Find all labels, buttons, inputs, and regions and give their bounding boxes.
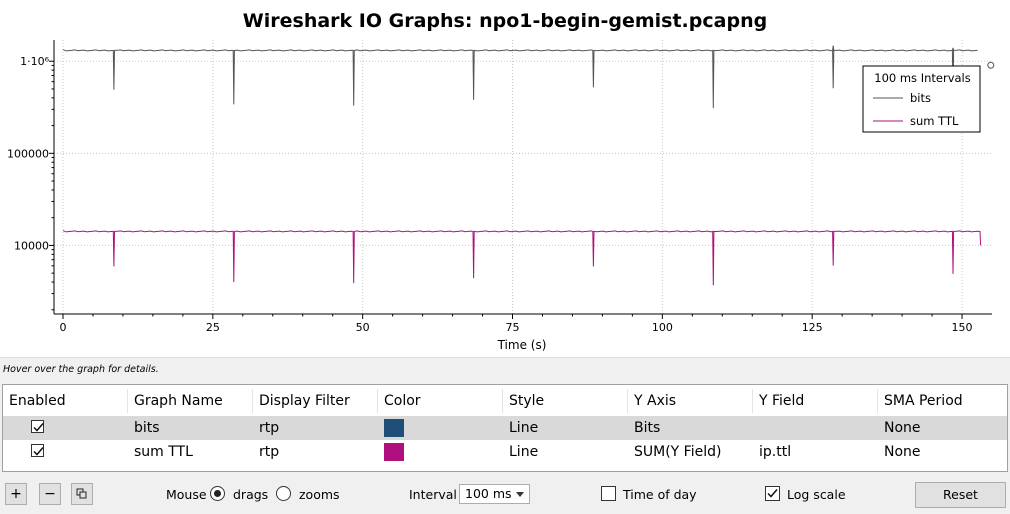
y-tick-label: 10000 — [14, 239, 49, 252]
log-scale-checkbox[interactable] — [765, 486, 780, 501]
graph-name-cell[interactable]: sum TTL — [134, 444, 193, 460]
y-axis-cell[interactable]: SUM(Y Field) — [634, 444, 722, 460]
x-tick-label: 75 — [506, 321, 520, 334]
check-icon — [33, 423, 44, 432]
header-color: Color — [378, 389, 503, 413]
legend-box — [862, 65, 981, 133]
interval-select[interactable]: 100 ms — [459, 484, 530, 504]
header-display-filter: Display Filter — [253, 389, 378, 413]
display-filter-cell[interactable]: rtp — [259, 444, 280, 460]
color-swatch[interactable] — [384, 443, 404, 461]
graph-name-cell[interactable]: bits — [134, 420, 160, 436]
display-filter-cell[interactable]: rtp — [259, 420, 280, 436]
add-graph-button[interactable]: + — [5, 483, 27, 505]
series-line-sum-ttl — [62, 230, 982, 286]
io-graph-panel[interactable]: Wireshark IO Graphs: npo1-begin-gemist.p… — [0, 0, 1010, 358]
color-swatch[interactable] — [384, 419, 404, 437]
chevron-down-icon — [516, 492, 524, 497]
table-row[interactable]: bits rtp Line Bits None — [3, 416, 1007, 440]
y-tick-label: 1·10⁶ — [20, 55, 49, 68]
x-tick-label: 150 — [952, 321, 973, 334]
copy-icon — [76, 488, 87, 499]
sma-period-cell[interactable]: None — [884, 420, 921, 436]
copy-graph-button[interactable] — [71, 483, 93, 505]
interval-label: Interval — [409, 487, 457, 502]
y-axis-cell[interactable]: Bits — [634, 420, 661, 436]
legend-entry: sum TTL — [910, 114, 959, 128]
remove-graph-button[interactable]: − — [39, 483, 61, 505]
zooms-label[interactable]: zooms — [299, 487, 340, 502]
header-y-axis: Y Axis — [628, 389, 753, 413]
x-tick-label: 25 — [206, 321, 220, 334]
hover-hint: Hover over the graph for details. — [3, 364, 159, 375]
legend-title: 100 ms Intervals — [874, 71, 971, 85]
time-of-day-label[interactable]: Time of day — [623, 487, 697, 502]
zooms-radio[interactable] — [276, 486, 291, 501]
check-icon — [767, 489, 778, 498]
header-y-field: Y Field — [753, 389, 878, 413]
chart-title: Wireshark IO Graphs: npo1-begin-gemist.p… — [243, 10, 767, 32]
io-graph-chart[interactable]: Wireshark IO Graphs: npo1-begin-gemist.p… — [0, 0, 1010, 357]
check-icon — [33, 447, 44, 456]
header-enabled: Enabled — [3, 389, 128, 413]
bottom-toolbar: + − Mouse drags zooms Interval 100 ms Ti… — [0, 478, 1010, 514]
header-style: Style — [503, 389, 628, 413]
drags-label[interactable]: drags — [233, 487, 269, 502]
series-line-bits — [62, 45, 978, 109]
series-end-marker — [987, 61, 995, 69]
header-sma-period: SMA Period — [884, 393, 963, 409]
log-scale-label[interactable]: Log scale — [787, 487, 846, 502]
drags-radio[interactable] — [210, 486, 225, 501]
y-field-cell[interactable]: ip.ttl — [759, 444, 792, 460]
time-of-day-checkbox[interactable] — [601, 486, 616, 501]
x-tick-label: 125 — [802, 321, 823, 334]
enabled-checkbox[interactable] — [31, 444, 44, 457]
table-row[interactable]: sum TTL rtp Line SUM(Y Field) ip.ttl Non… — [3, 440, 1007, 464]
enabled-checkbox[interactable] — [31, 420, 44, 433]
interval-value: 100 ms — [465, 486, 512, 501]
graph-table[interactable]: Enabled Graph Name Display Filter Color … — [2, 384, 1008, 472]
x-tick-label: 100 — [652, 321, 673, 334]
style-cell[interactable]: Line — [509, 444, 539, 460]
x-axis-label: Time (s) — [497, 338, 547, 352]
x-tick-label: 0 — [59, 321, 66, 334]
reset-button[interactable]: Reset — [915, 482, 1006, 508]
header-graph-name: Graph Name — [128, 389, 253, 413]
x-tick-label: 50 — [356, 321, 370, 334]
legend-entry: bits — [910, 91, 931, 105]
mouse-label: Mouse — [166, 487, 207, 502]
y-tick-label: 100000 — [7, 147, 49, 160]
sma-period-cell[interactable]: None — [884, 444, 921, 460]
table-header: Enabled Graph Name Display Filter Color … — [3, 389, 1007, 413]
style-cell[interactable]: Line — [509, 420, 539, 436]
